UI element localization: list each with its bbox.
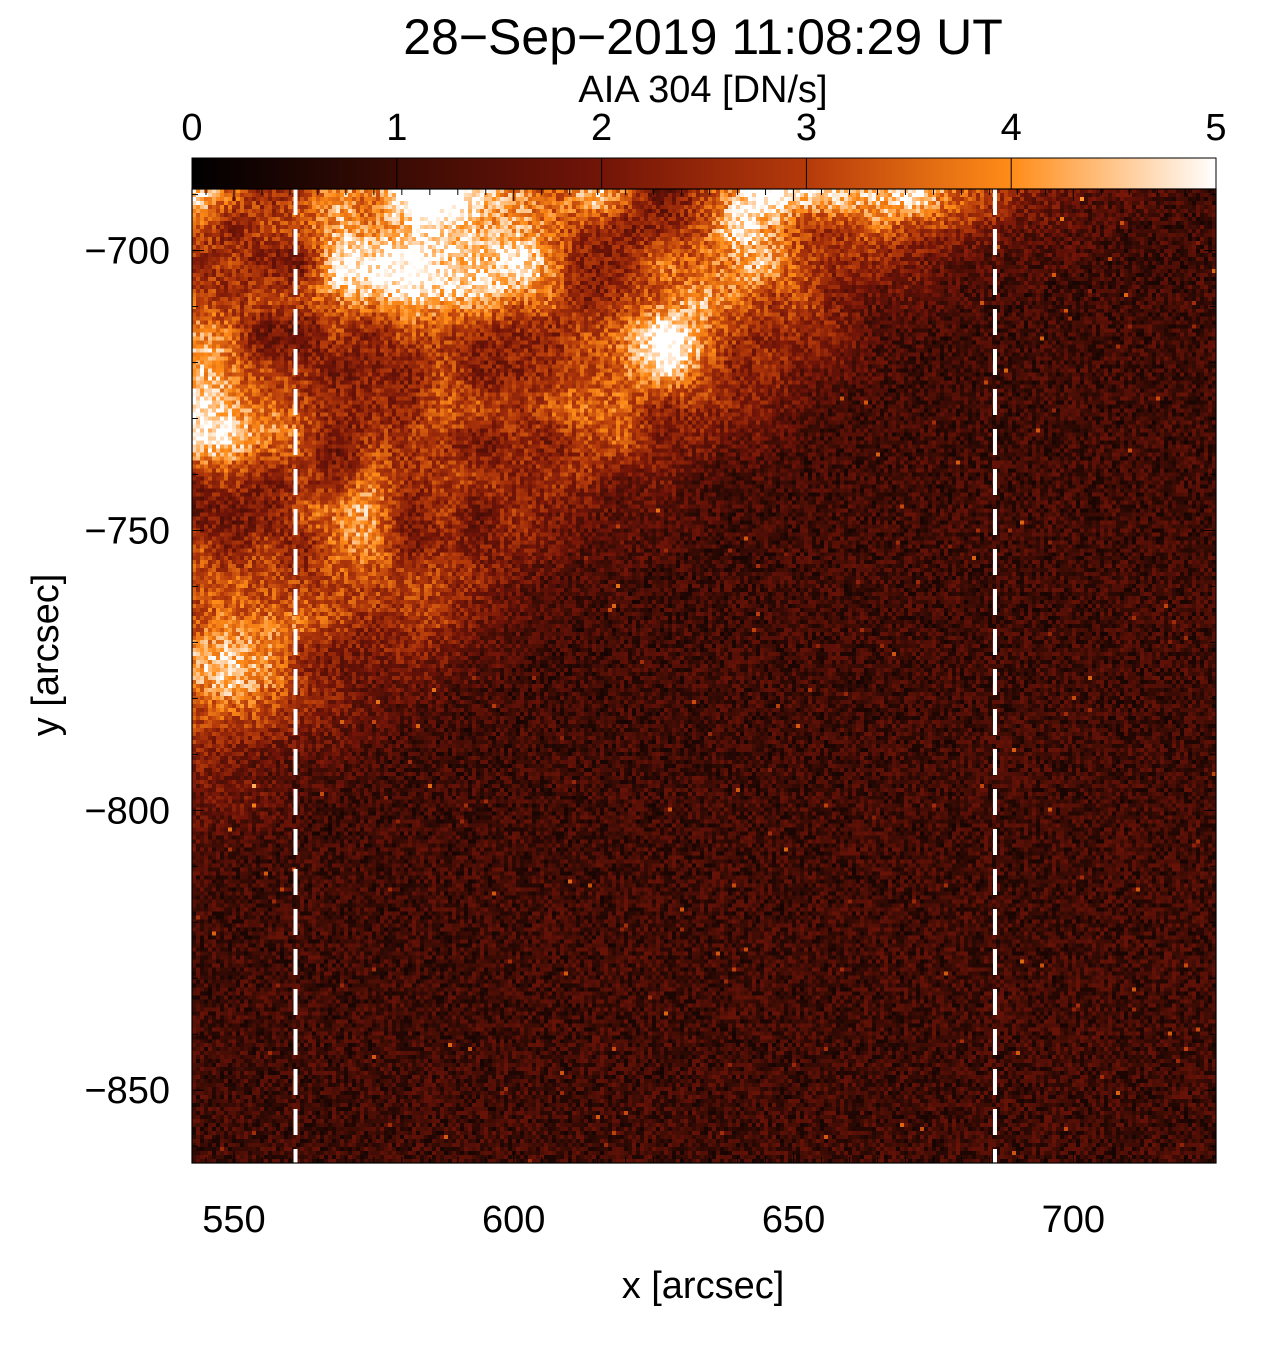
colorbar-tick-label: 5: [1205, 107, 1226, 149]
colorbar-tick-label: 0: [181, 107, 202, 149]
x-axis-label: x [arcsec]: [622, 1265, 785, 1307]
y-tick-label: −700: [84, 231, 170, 273]
colorbar-label: AIA 304 [DN/s]: [578, 69, 827, 111]
colorbar-ticks: 0 1 2 3 4 5: [181, 107, 1227, 189]
x-tick-label: 650: [762, 1199, 825, 1241]
x-tick-label: 600: [482, 1199, 545, 1241]
colorbar: 0 1 2 3 4 5: [181, 107, 1227, 190]
colorbar-tick-label: 2: [591, 107, 612, 149]
y-tick-label: −750: [84, 510, 170, 552]
plot-frame: [191, 188, 1217, 1164]
axis-ticks: 550 600 650 700 −700 −750 −800 −850: [84, 189, 1216, 1241]
colorbar-tick-label: 3: [796, 107, 817, 149]
y-tick-label: −850: [84, 1070, 170, 1112]
y-axis-label: y [arcsec]: [25, 574, 67, 737]
plot-area: 550 600 650 700 −700 −750 −800 −850: [84, 188, 1217, 1241]
heatmap-image: [192, 189, 1216, 1163]
chart-title: 28−Sep−2019 11:08:29 UT: [403, 9, 1003, 65]
colorbar-gradient: [191, 157, 1217, 190]
x-tick-label: 550: [202, 1199, 265, 1241]
colorbar-tick-label: 1: [386, 107, 407, 149]
y-tick-label: −800: [84, 790, 170, 832]
reference-lines: [293, 189, 997, 1163]
x-tick-label: 700: [1042, 1199, 1105, 1241]
colorbar-tick-label: 4: [1001, 107, 1022, 149]
